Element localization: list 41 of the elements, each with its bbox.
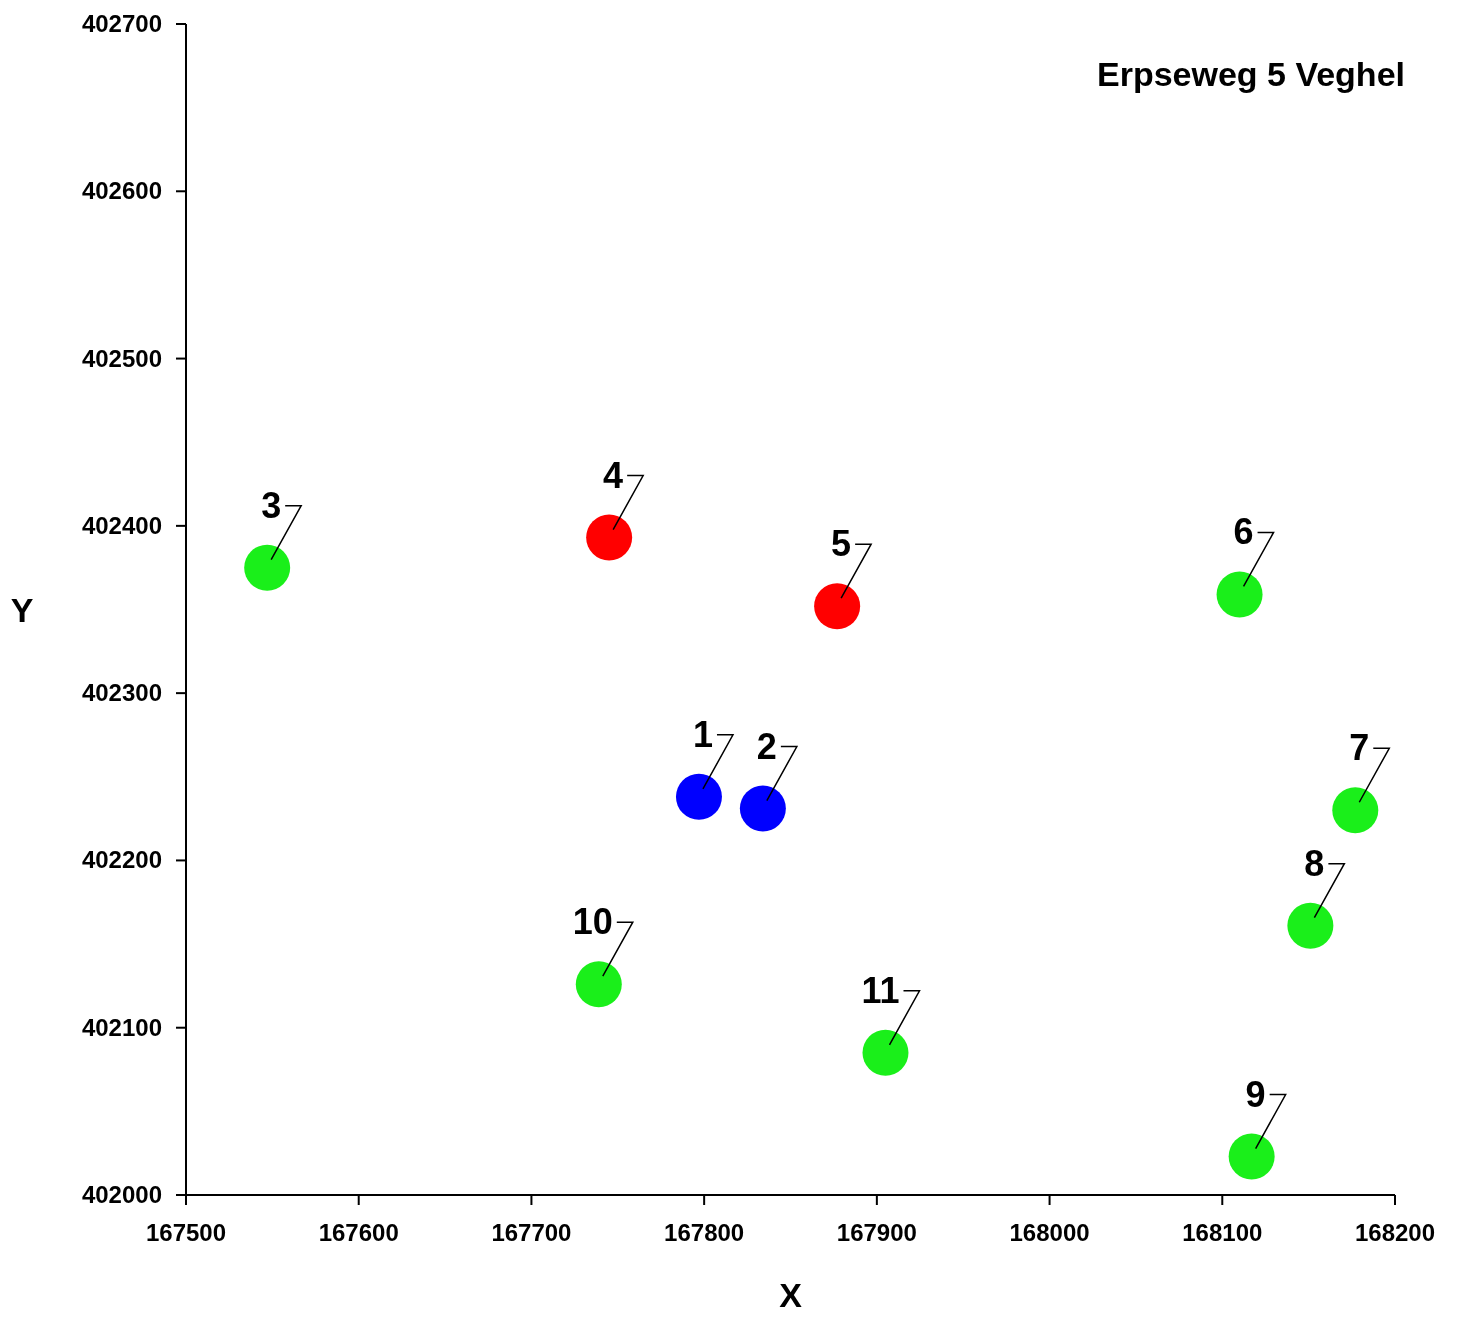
x-axis-title: X: [779, 1276, 803, 1314]
annotation: 3: [261, 484, 282, 526]
x-tick-label: 168000: [1009, 1219, 1090, 1246]
y-tick-label: 402500: [81, 344, 162, 372]
y-tick-label: 402100: [81, 1013, 162, 1041]
point: [675, 773, 722, 820]
point: [739, 785, 786, 832]
y-tick-label: 402000: [81, 1181, 162, 1208]
annotation: 8: [1304, 842, 1325, 884]
x-tick-label: 167800: [664, 1219, 745, 1246]
point: [1287, 902, 1334, 949]
y-tick-label: 402600: [81, 177, 162, 205]
x-tick-label: 168200: [1354, 1219, 1436, 1246]
y-tick-label: 402700: [81, 10, 162, 37]
x-tick-label: 167500: [145, 1219, 227, 1246]
y-axis-title: Y: [10, 590, 34, 629]
text: Erpseweg 5 Veghel: [1096, 55, 1405, 93]
annotation: 5: [831, 523, 852, 565]
annotation: 2: [756, 725, 777, 767]
annotation: 1: [692, 713, 713, 755]
point: [1228, 1133, 1275, 1180]
x-tick-label: 167900: [836, 1219, 917, 1246]
x-tick-label: 168100: [1182, 1219, 1263, 1246]
annotation: 7: [1349, 727, 1370, 769]
x-tick-label: 167600: [318, 1219, 399, 1246]
annotation: 11: [861, 969, 900, 1011]
annotation: 4: [603, 454, 624, 496]
point: [586, 514, 633, 561]
point: [814, 583, 861, 630]
x-tick-label: 167700: [491, 1219, 572, 1246]
point: [244, 544, 291, 591]
y-tick-label: 402200: [81, 846, 162, 874]
y-tick-label: 402300: [81, 679, 162, 707]
point: [1216, 571, 1263, 618]
annotation: 9: [1245, 1073, 1266, 1115]
annotation: 6: [1233, 511, 1254, 553]
point: [862, 1029, 909, 1076]
point: [575, 961, 622, 1008]
y-tick-label: 402400: [81, 511, 162, 539]
annotation: 10: [572, 901, 613, 943]
point: [1332, 787, 1379, 834]
